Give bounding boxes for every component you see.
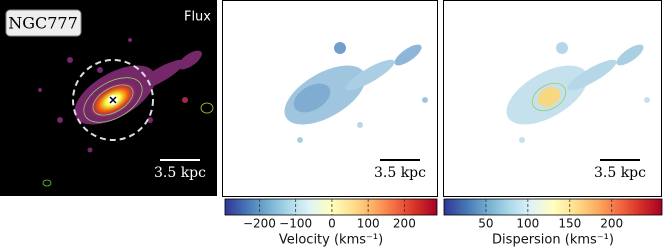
colorbar-label: Dispersion (kms⁻¹) [492, 233, 614, 248]
scale-bar-label: 3.5 kpc [594, 165, 646, 181]
colorbar-tick-label: −200 [243, 217, 276, 231]
colorbar-tick-label: 50 [478, 217, 493, 231]
scale-bar-label: 3.5 kpc [374, 165, 426, 181]
scale-bar-label: 3.5 kpc [154, 165, 206, 181]
colorbar-label: Velocity (kms⁻¹) [279, 233, 383, 248]
colorbar-tick-label: 100 [516, 217, 539, 231]
colorbar-tick-label: 150 [558, 217, 581, 231]
colorbar-tick-label: 0 [328, 217, 336, 231]
colorbar-tick-label: 200 [600, 217, 623, 231]
colorbar-tick-label: 100 [357, 217, 380, 231]
galaxy-label: NGC777 [8, 14, 78, 33]
dispersion-panel: 3.5 kpc [443, 0, 662, 197]
velocity-panel: 3.5 kpc [222, 0, 438, 197]
colorbar [224, 198, 438, 216]
flux-panel: NGC777 Flux 3.5 kpc [0, 0, 217, 196]
colorbar-tick-label: 200 [393, 217, 416, 231]
corner-label: Flux [184, 10, 211, 25]
colorbar-tick-label: −100 [279, 217, 312, 231]
colorbar [443, 198, 663, 216]
